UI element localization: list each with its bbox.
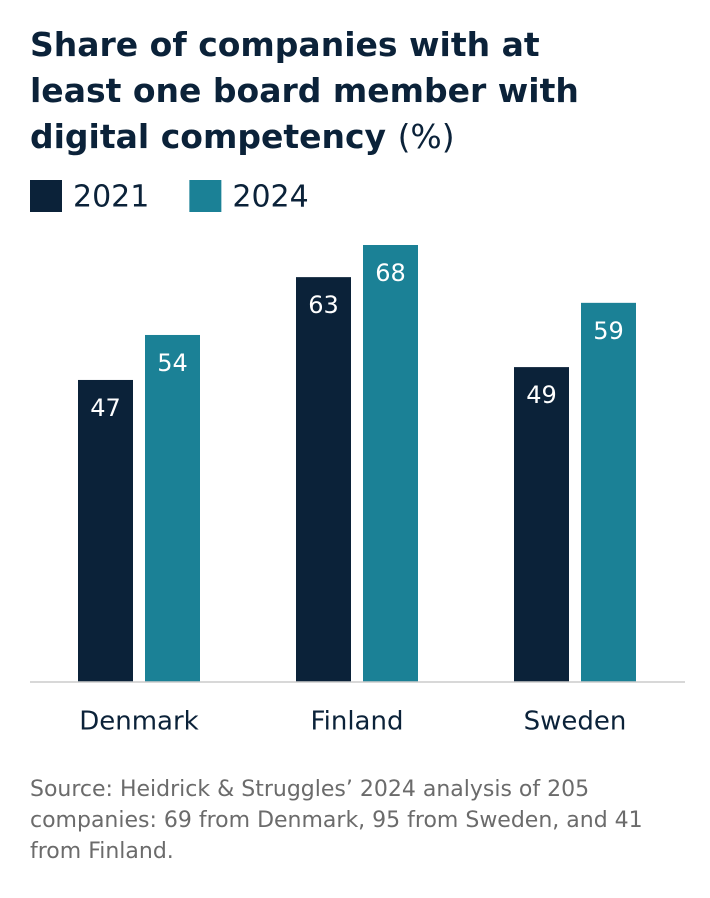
legend-swatch	[30, 180, 62, 212]
value-label: 47	[90, 394, 121, 422]
chart-title: Share of companies with at least one boa…	[30, 22, 590, 160]
bar	[514, 367, 569, 682]
bar	[78, 379, 133, 682]
bar	[145, 334, 200, 682]
bar	[581, 302, 636, 682]
legend-swatch	[189, 180, 222, 212]
title-unit: (%)	[397, 117, 455, 156]
x-tick-label: Denmark	[79, 707, 199, 737]
x-tick-label: Sweden	[524, 707, 627, 737]
bar	[296, 277, 351, 682]
value-label: 63	[308, 291, 339, 319]
bar	[363, 245, 418, 682]
x-tick-label: Finland	[311, 707, 404, 737]
legend-label: 2021	[73, 180, 149, 215]
source-note: Source: Heidrick & Struggles’ 2024 analy…	[30, 777, 643, 864]
title-text: Share of companies with at least one boa…	[30, 25, 579, 156]
legend-label: 2024	[232, 180, 308, 215]
value-label: 54	[157, 349, 188, 377]
value-label: 68	[375, 259, 406, 287]
value-label: 49	[526, 381, 557, 409]
value-label: 59	[593, 317, 624, 345]
